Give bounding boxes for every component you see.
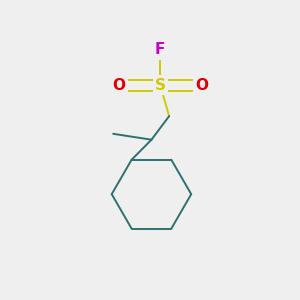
- Text: O: O: [112, 78, 126, 93]
- Text: S: S: [155, 78, 166, 93]
- Text: F: F: [155, 42, 166, 57]
- Text: O: O: [195, 78, 208, 93]
